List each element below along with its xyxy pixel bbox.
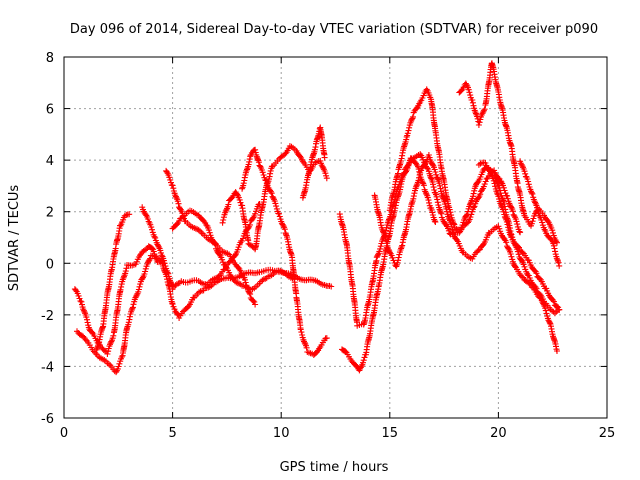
x-tick-label: 25	[599, 426, 616, 441]
series-sat-n	[456, 60, 560, 246]
x-tick-label: 15	[382, 426, 399, 441]
x-axis-label: GPS time / hours	[280, 460, 389, 475]
y-tick-label: 0	[46, 257, 54, 272]
plot-frame	[63, 56, 608, 419]
data-points	[71, 60, 563, 376]
series-markers	[517, 158, 563, 269]
series-sat-p	[517, 158, 563, 269]
x-tick-label: 10	[273, 426, 290, 441]
series-sat-h	[239, 146, 330, 358]
series-sat-o	[475, 159, 563, 313]
series-sat-m	[386, 86, 524, 236]
series-markers	[475, 159, 563, 313]
series-sat-a	[71, 243, 167, 357]
y-tick-label: -6	[41, 412, 54, 427]
series-sat-c	[93, 211, 133, 353]
chart-title: Day 096 of 2014, Sidereal Day-to-day VTE…	[70, 22, 598, 37]
grid-lines	[64, 57, 607, 418]
y-tick-label: -4	[41, 360, 54, 375]
x-tick-label: 5	[168, 426, 176, 441]
series-sat-l	[371, 152, 560, 354]
y-tick-label: 2	[46, 206, 54, 221]
y-tick-label: 6	[46, 103, 54, 118]
series-sat-f	[169, 207, 298, 293]
series-markers	[456, 60, 560, 246]
axis-ticks: 0 5 10 15 20 25 -6 -4 -2 0 2 4 6 8	[41, 51, 615, 441]
series-sat-i	[299, 124, 328, 201]
series-markers	[169, 207, 298, 293]
x-tick-label: 0	[60, 426, 68, 441]
series-markers	[239, 146, 330, 358]
series-markers	[299, 124, 328, 201]
y-tick-label: 4	[46, 154, 54, 169]
series-markers	[93, 211, 133, 353]
x-tick-label: 20	[490, 426, 507, 441]
y-tick-label: -2	[41, 309, 54, 324]
series-markers	[371, 152, 560, 354]
series-markers	[386, 86, 524, 236]
y-tick-label: 8	[46, 51, 54, 66]
series-markers	[71, 243, 167, 357]
y-axis-label: SDTVAR / TECUs	[7, 185, 22, 292]
